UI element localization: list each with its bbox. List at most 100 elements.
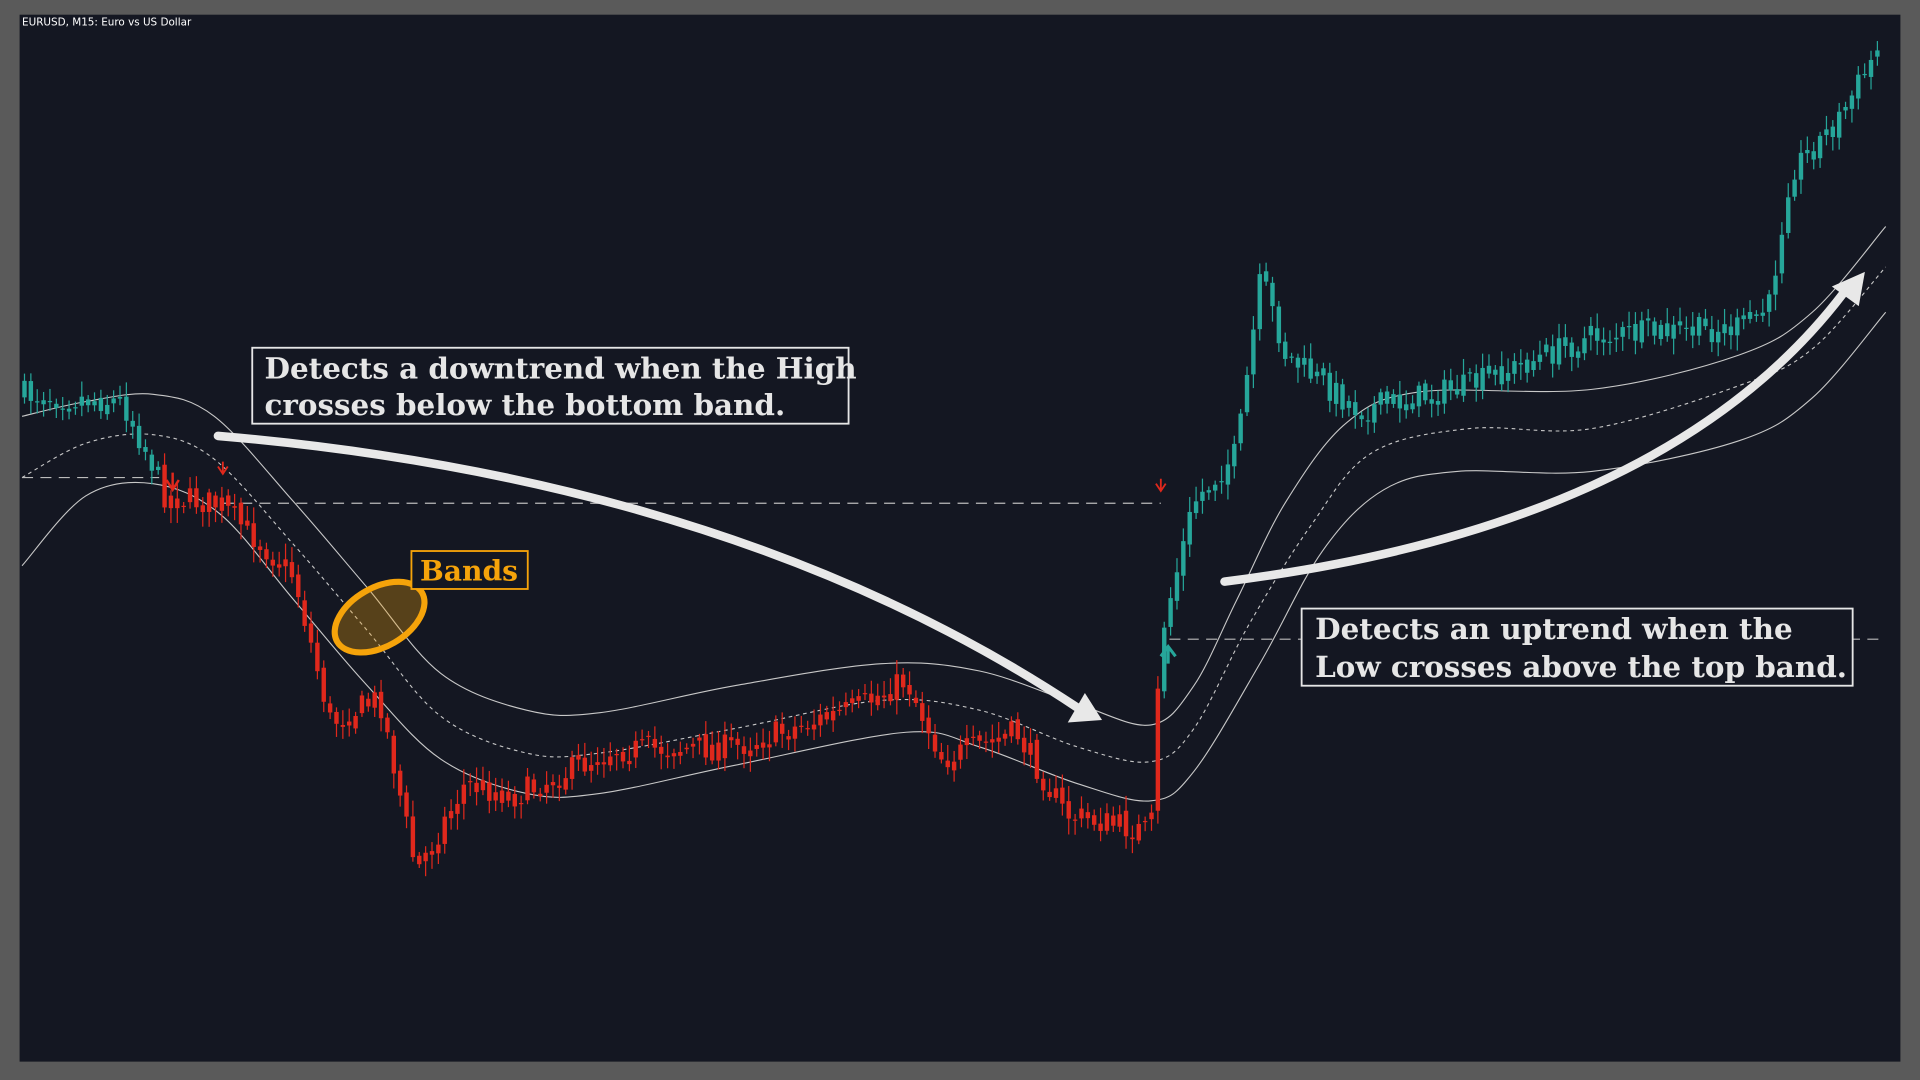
candle-body (117, 396, 123, 399)
candle-body (130, 420, 135, 427)
candle-body (22, 380, 27, 398)
candle-body (436, 844, 441, 854)
candle-body (1263, 271, 1269, 282)
candle-body (735, 738, 740, 745)
candle-body (245, 520, 250, 526)
candle-body (315, 642, 320, 672)
candle-body (302, 600, 307, 626)
candle-body (206, 492, 212, 512)
up-arrow (1220, 289, 1848, 586)
candle-body (805, 728, 810, 730)
candle-body (276, 564, 282, 568)
candle-body (1665, 323, 1670, 337)
candle-body (98, 397, 104, 412)
candle-body (385, 717, 390, 733)
candle-body (461, 784, 467, 804)
candle-body (1021, 737, 1027, 753)
candle-body (168, 495, 174, 509)
candle-body (1849, 95, 1855, 109)
candle-body (60, 408, 65, 410)
candle-body (1652, 321, 1657, 336)
candle-body (66, 408, 72, 412)
candle-body (1295, 357, 1301, 368)
candle-body (977, 735, 982, 741)
candle-body (334, 711, 339, 724)
candle-body (512, 793, 517, 807)
candle-body (913, 697, 919, 704)
candle-body (487, 782, 492, 801)
candle-body (639, 739, 645, 741)
trend-arrows (213, 271, 1865, 723)
candle-body (1041, 778, 1046, 791)
candle-body (544, 784, 549, 793)
candle-body (1531, 361, 1536, 370)
candle-body (1467, 372, 1473, 374)
candle-body (620, 751, 626, 762)
candle-body (1002, 733, 1008, 739)
candle-body (1314, 371, 1320, 377)
candle-body (792, 726, 798, 739)
candle-body (251, 523, 256, 548)
candle-body (296, 574, 301, 598)
candle-body (550, 782, 556, 786)
candle-body (111, 398, 116, 404)
candle-body (678, 751, 683, 756)
candle-body (232, 506, 237, 508)
down-arrow (213, 431, 1082, 713)
candle-body (1092, 815, 1097, 825)
candle-body (703, 734, 708, 758)
candle-body (983, 741, 989, 743)
candle-body (1824, 129, 1829, 136)
candle-body (1448, 380, 1453, 391)
candle-body (1512, 361, 1517, 374)
sell-signal (217, 461, 229, 476)
candle-body (518, 802, 524, 805)
note-line: crosses below the bottom band. (264, 387, 785, 422)
note-line: Detects a downtrend when the High (264, 350, 856, 385)
candle-body (73, 407, 78, 409)
candle-body (175, 498, 180, 509)
candle-body (47, 400, 53, 403)
candle-body (226, 495, 231, 506)
candle-body (608, 756, 613, 766)
candle-body (1340, 384, 1345, 410)
candle-body (105, 404, 110, 415)
candle-body (124, 396, 129, 421)
candle-body (709, 744, 715, 761)
candle-body (347, 721, 352, 726)
candle-body (1047, 791, 1052, 798)
candle-body (1346, 401, 1352, 408)
note-line: Low crosses above the top band. (1315, 649, 1847, 684)
candle-body (327, 703, 333, 713)
candle-body (340, 725, 346, 727)
candle-body (264, 549, 269, 560)
candle-body (1798, 152, 1804, 180)
candle-body (1626, 326, 1632, 328)
candle-body (1212, 484, 1218, 491)
candle-body (1830, 126, 1836, 138)
candle-body (569, 757, 575, 779)
candle-body (684, 747, 689, 750)
candle-body (1550, 346, 1555, 364)
candle-body (939, 752, 944, 760)
candle-body (690, 743, 696, 747)
candle-body (563, 778, 568, 790)
candle-body (1111, 815, 1116, 826)
candle-body (480, 780, 486, 791)
candle-body (1435, 400, 1441, 405)
candle-body (1168, 598, 1173, 627)
candle-body (1104, 813, 1110, 831)
candle-body (372, 692, 377, 708)
candle-body (1595, 328, 1600, 341)
candle-body (1544, 344, 1549, 353)
candle-body (1569, 342, 1574, 357)
candle-body (423, 852, 428, 862)
candle-body (1142, 820, 1148, 823)
candle-body (875, 695, 880, 706)
candle-body (996, 737, 1001, 742)
highlight-ellipse (331, 578, 428, 656)
candle-body (1868, 59, 1874, 77)
candle-body (156, 466, 161, 471)
candle-body (194, 488, 199, 508)
candle-body (1620, 327, 1625, 337)
